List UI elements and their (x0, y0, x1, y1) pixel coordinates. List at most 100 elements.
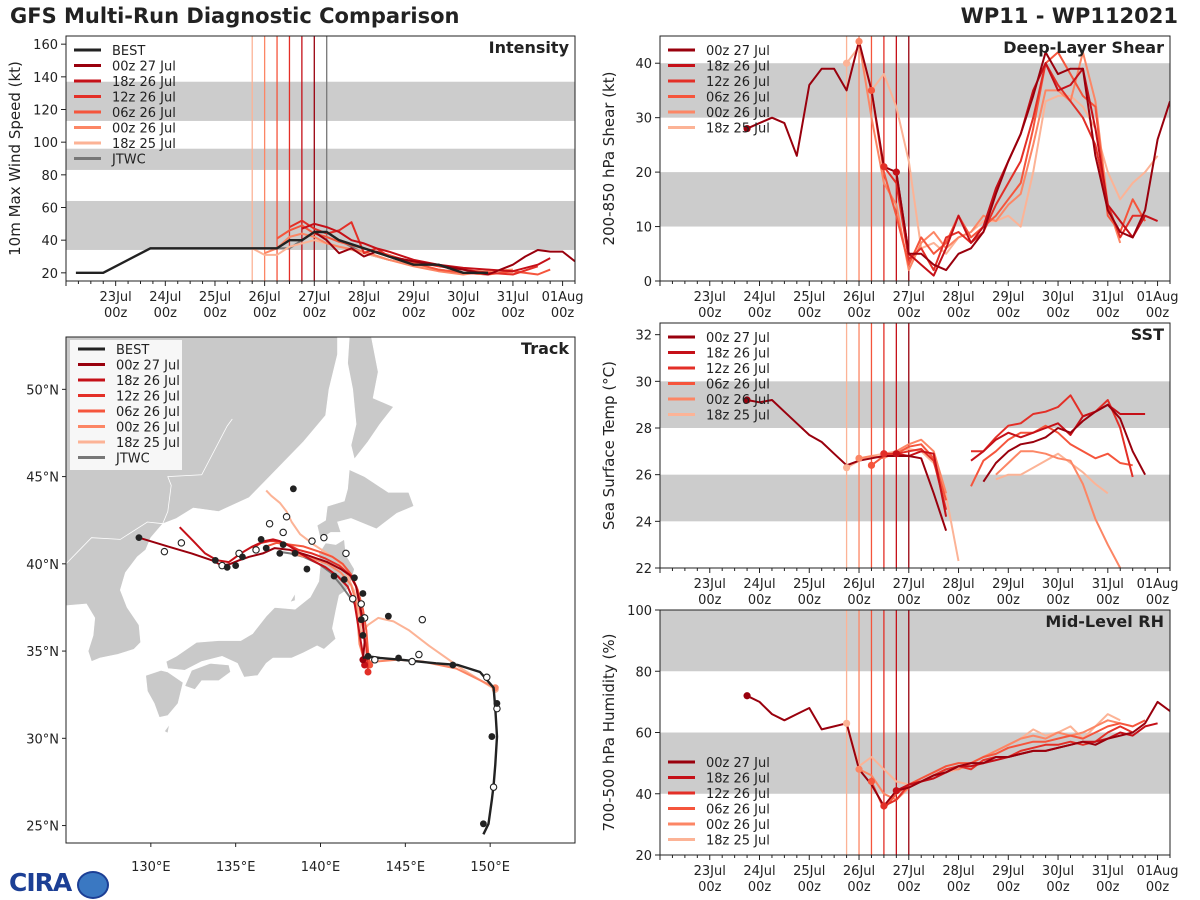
best-point-hollow (489, 783, 498, 791)
track-xtick-label: 150°E (470, 860, 510, 875)
land-hokkaido (316, 469, 415, 540)
sst-ytick-label: 30 (635, 375, 652, 390)
intensity-ytick-label: 140 (33, 71, 58, 86)
legend-label-00z-27-jul: 00z 27 Jul (706, 44, 770, 59)
land-kyushu (145, 669, 184, 718)
legend-label-18z-25-jul: 18z 25 Jul (116, 436, 180, 451)
best-point-filled (493, 700, 501, 707)
legend-label-12z-26-jul: 12z 26 Jul (116, 390, 180, 405)
rh-xtick-label: 26Jul (843, 864, 875, 879)
intensity-xtick-sub-label: 00z (203, 306, 227, 321)
best-point-filled (330, 572, 338, 580)
legend-label-12z-26-jul: 12z 26 Jul (706, 787, 770, 802)
legend-label-jtwc: JTWC (115, 452, 150, 467)
legend-label-jtwc: JTWC (111, 153, 146, 168)
best-point-hollow (282, 512, 291, 521)
shear-ytick-label: 10 (635, 221, 652, 236)
land-sakhalin (347, 337, 394, 460)
legend-label-00z-26-jul: 00z 26 Jul (116, 421, 180, 436)
shear-frame (659, 35, 1171, 282)
sst-series-00z-26-jul (858, 438, 1122, 568)
shear-plot-area (743, 37, 1170, 277)
best-point-filled (262, 544, 270, 552)
sst-xtick-label: 24Jul (743, 577, 775, 592)
intensity-plot-area (75, 219, 575, 276)
intensity-ytick-label: 80 (41, 169, 58, 184)
figure-title-right: WP11 - WP112021 (960, 4, 1178, 28)
rh-xtick-sub-label: 00z (1046, 880, 1070, 895)
track-start-12z-26-jul (364, 668, 372, 676)
intensity-xtick-sub-label: 00z (551, 306, 575, 321)
best-point-filled (351, 574, 358, 582)
rh-xtick-label: 25Jul (793, 864, 825, 879)
legend-label-06z-26-jul: 06z 26 Jul (706, 91, 770, 106)
panel-shear: 23Jul00z24Jul00z25Jul00z26Jul00z27Jul00z… (600, 35, 1179, 321)
land-sado (289, 592, 296, 603)
best-point-filled (359, 590, 367, 597)
rh-xtick-sub-label: 00z (798, 880, 822, 895)
shear-xtick-sub-label: 00z (997, 306, 1021, 321)
shear-series-18z-25-jul (845, 45, 1159, 255)
intensity-xtick-sub-label: 00z (352, 306, 376, 321)
panel-sst: 23Jul00z24Jul00z25Jul00z26Jul00z27Jul00z… (600, 322, 1179, 608)
best-point-filled (279, 541, 287, 549)
intensity-ytick-label: 100 (33, 136, 58, 151)
sst-ytick-label: 28 (635, 422, 652, 437)
track-ytick-label: 50°N (26, 383, 59, 398)
best-point-hollow (252, 546, 260, 554)
best-point-filled (276, 549, 284, 557)
rh-ytick-label: 60 (635, 727, 652, 742)
rh-xtick-label: 23Jul (694, 864, 726, 879)
intensity-ytick-label: 40 (41, 234, 58, 249)
rh-init-point-00z-27-jul (743, 692, 751, 700)
best-point-hollow (265, 519, 274, 528)
sst-band-0 (660, 474, 1170, 522)
best-point-filled (257, 536, 265, 543)
shear-xtick-label: 26Jul (843, 290, 875, 305)
track-ytick-label: 30°N (26, 732, 59, 747)
intensity-xtick-label: 01Aug (542, 290, 584, 305)
best-point-hollow (160, 547, 169, 556)
intensity-xtick-label: 27Jul (298, 290, 330, 305)
shear-ylabel: 200-850 hPa Shear (kt) (600, 72, 618, 246)
best-point-filled (303, 565, 311, 573)
shear-xtick-sub-label: 00z (698, 306, 722, 321)
rh-xtick-label: 30Jul (1042, 864, 1074, 879)
legend-label-12z-26-jul: 12z 26 Jul (706, 362, 770, 377)
sst-xtick-sub-label: 00z (847, 593, 871, 608)
shear-ytick-label: 30 (635, 112, 652, 127)
sst-init-point-00z-26-jul (855, 454, 863, 462)
best-point-hollow (418, 615, 427, 624)
panel-track: 130°E 135°E 140°E 145°E 150°E 25°N 30°N 35°N 40°… (26, 336, 576, 875)
legend-label-18z-26-jul: 18z 26 Jul (706, 347, 770, 362)
sst-init-point-06z-26-jul (867, 461, 876, 469)
intensity-xtick-sub-label: 00z (104, 306, 128, 321)
shear-xtick-label: 29Jul (992, 290, 1024, 305)
rh-xtick-label: 01Aug (1137, 864, 1179, 879)
legend-label-18z-25-jul: 18z 25 Jul (112, 137, 176, 152)
best-point-hollow (308, 537, 316, 545)
sst-xtick-label: 28Jul (942, 577, 974, 592)
legend-label-00z-26-jul: 00z 26 Jul (706, 393, 770, 408)
sst-xtick-sub-label: 00z (748, 593, 772, 608)
best-point-filled (359, 631, 367, 639)
legend-label-12z-26-jul: 12z 26 Jul (112, 91, 176, 106)
sst-xtick-sub-label: 00z (947, 593, 971, 608)
intensity-ylabel: 10m Max Wind Speed (kt) (6, 61, 24, 256)
legend-label-00z-27-jul: 00z 27 Jul (706, 756, 770, 771)
sst-ytick-label: 32 (635, 329, 652, 344)
intensity-xtick-label: 25Jul (199, 290, 231, 305)
sst-xtick-sub-label: 00z (897, 593, 921, 608)
intensity-band-1 (66, 148, 575, 170)
rh-xtick-sub-label: 00z (847, 880, 871, 895)
panel-intensity: 23Jul00z24Jul00z25Jul00z26Jul00z27Jul00z… (6, 35, 584, 321)
best-point-hollow (371, 656, 379, 664)
best-point-hollow (342, 549, 350, 558)
shear-xtick-sub-label: 00z (798, 306, 822, 321)
shear-xtick-sub-label: 00z (748, 306, 772, 321)
legend-label-00z-27-jul: 00z 27 Jul (116, 359, 180, 374)
legend-label-00z-26-jul: 00z 26 Jul (706, 106, 770, 121)
track-title: Track (521, 339, 569, 358)
sst-xtick-sub-label: 00z (1146, 593, 1170, 608)
